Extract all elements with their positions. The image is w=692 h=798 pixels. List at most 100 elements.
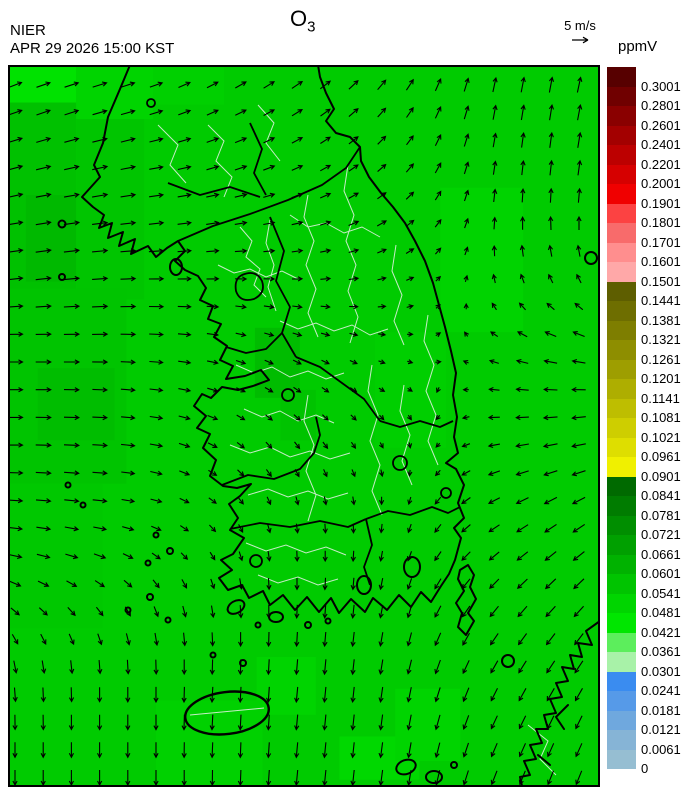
wind-ref-label: 5 m/s: [564, 18, 596, 33]
tsushima-island: [455, 564, 477, 636]
colorbar-label: 0.2601: [641, 117, 681, 133]
small-island: [146, 593, 154, 601]
colorbar-label: 0.0601: [641, 566, 681, 581]
wind-arrows: [8, 76, 586, 787]
colorbar-segment: [607, 301, 636, 321]
colorbar-segment: [607, 145, 636, 165]
colorbar-label: 0.1901: [641, 195, 681, 211]
small-island: [64, 481, 72, 489]
colorbar-segment: [607, 691, 636, 711]
colorbar-label: 0.1081: [641, 410, 681, 425]
colorbar-label: 0.1021: [641, 429, 681, 445]
colorbar-segment: [607, 574, 636, 594]
small-island: [304, 621, 312, 629]
jindo-island: [226, 599, 246, 615]
map-frame: [8, 65, 600, 787]
colorbar-segment: [607, 437, 636, 457]
colorbar-segment: [607, 457, 636, 477]
colorbar-label: 0.0781: [641, 507, 681, 523]
colorbar-label: 0.1261: [641, 351, 681, 367]
ulleungdo-island: [584, 251, 598, 265]
colorbar-label: 0.0061: [641, 741, 681, 757]
colorbar-segment: [607, 418, 636, 438]
small-island: [450, 761, 458, 769]
colorbar-segment: [607, 652, 636, 672]
colorbar-segment: [607, 554, 636, 574]
colorbar-segment: [607, 398, 636, 418]
small-island: [164, 616, 172, 624]
colorbar-label: 0.2201: [641, 156, 681, 172]
geoje-island: [403, 556, 421, 578]
province-boundaries: [146, 98, 461, 586]
jeju-island: [184, 690, 270, 736]
colorbar-label: 0.1321: [641, 332, 681, 347]
colorbar-label: 0.1701: [641, 234, 681, 250]
small-island: [239, 659, 247, 667]
colorbar-segment: [607, 749, 636, 769]
korea-mainland-coast: [81, 65, 465, 614]
colorbar-segment: [607, 164, 636, 184]
colorbar-label: 0.0121: [641, 722, 681, 737]
title-subscript: 3: [307, 18, 316, 36]
korea-map: [8, 65, 600, 787]
colorbar-label: 0.2801: [641, 98, 681, 113]
small-island: [144, 559, 152, 567]
colorbar-label: 0.0421: [641, 624, 681, 640]
colorbar-label: 0.1801: [641, 215, 681, 230]
colorbar: [607, 67, 636, 769]
colorbar-segment: [607, 671, 636, 691]
colorbar-segment: [607, 223, 636, 243]
colorbar-label: 0.2401: [641, 137, 681, 152]
colorbar-segment: [607, 281, 636, 301]
kyushu-inner-lines: [537, 704, 569, 766]
wind-reference: 5 m/s: [548, 18, 612, 45]
colorbar-label: 0.1141: [641, 390, 680, 406]
colorbar-label: 0.0661: [641, 546, 681, 562]
colorbar-label: 0.3001: [641, 78, 681, 94]
colorbar-segment: [607, 730, 636, 750]
colorbar-segment: [607, 710, 636, 730]
colorbar-label: 0.0241: [641, 683, 681, 698]
namhae-island: [356, 575, 372, 595]
title-species: O: [290, 6, 308, 31]
colorbar-label: 0.0301: [641, 663, 681, 679]
colorbar-segment: [607, 379, 636, 399]
colorbar-label: 0.0181: [641, 702, 681, 718]
colorbar-label: 0.0961: [641, 449, 681, 464]
colorbar-segment: [607, 496, 636, 516]
ganghwa-island: [169, 258, 183, 276]
colorbar-segment: [607, 476, 636, 496]
colorbar-segment: [607, 535, 636, 555]
goto-island: [395, 758, 417, 776]
small-island: [324, 617, 332, 625]
colorbar-label: 0.1601: [641, 254, 681, 269]
colorbar-label: 0.0361: [641, 644, 681, 659]
colorbar-segment: [607, 593, 636, 613]
colorbar-segment: [607, 242, 636, 262]
iki-island: [501, 654, 515, 668]
colorbar-segment: [607, 515, 636, 535]
page-title: O3: [290, 6, 315, 35]
colorbar-label: 0: [641, 761, 649, 776]
hirado-island: [425, 770, 443, 784]
unit-label: ppmV: [618, 38, 658, 55]
colorbar-segment: [607, 613, 636, 633]
colorbar-label: 0.1201: [641, 371, 681, 386]
colorbar-label: 0.0481: [641, 605, 681, 620]
colorbar-label: 0.1501: [641, 273, 681, 289]
colorbar-label: 0.0721: [641, 527, 681, 542]
colorbar-segment: [607, 320, 636, 340]
small-island: [254, 621, 262, 629]
colorbar-label: 0.0541: [641, 585, 681, 601]
colorbar-segment: [607, 125, 636, 145]
colorbar-segment: [607, 184, 636, 204]
colorbar-label: 0.1381: [641, 312, 681, 328]
colorbar-label: 0.2001: [641, 176, 681, 191]
colorbar-segment: [607, 67, 636, 87]
datetime-label: APR 29 2026 15:00 KST: [10, 40, 175, 57]
colorbar-label: 0.0841: [641, 488, 681, 503]
agency-label: NIER: [10, 22, 46, 39]
small-island: [209, 651, 217, 659]
colorbar-segment: [607, 203, 636, 223]
colorbar-label: 0.0901: [641, 468, 681, 484]
